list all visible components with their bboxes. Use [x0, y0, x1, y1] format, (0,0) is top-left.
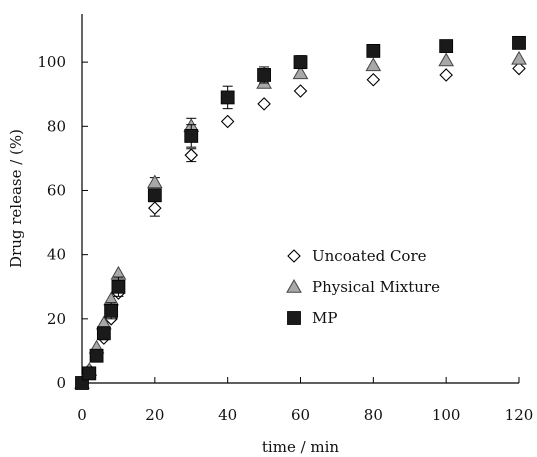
x-tick-label: 100 — [432, 406, 461, 424]
legend-item-physical-mixture: Physical Mixture — [286, 278, 440, 296]
y-tick-label: 0 — [56, 374, 66, 392]
data-point-physical-mixture — [438, 52, 455, 67]
data-point-uncoated-core — [439, 68, 453, 82]
legend-marker-uncoated-core — [287, 249, 301, 263]
series-physical-mixture — [74, 50, 527, 389]
legend-marker-physical-mixture — [286, 278, 302, 293]
data-point-uncoated-core — [184, 148, 199, 162]
legend-item-mp: MP — [287, 309, 337, 327]
series-mp — [75, 35, 526, 390]
data-point-mp — [512, 35, 526, 50]
legend-label-physical-mixture: Physical Mixture — [312, 278, 440, 296]
x-tick-label: 80 — [364, 406, 383, 424]
data-point-physical-mixture — [511, 50, 527, 65]
x-tick-label: 40 — [218, 406, 237, 424]
x-tick-label: 20 — [145, 406, 164, 424]
y-tick-label: 20 — [47, 310, 66, 328]
x-tick-label: 120 — [505, 406, 534, 424]
series-uncoated-core — [75, 61, 526, 390]
x-tick-label: 60 — [291, 406, 310, 424]
data-point-mp — [257, 68, 271, 82]
legend-item-uncoated-core: Uncoated Core — [287, 247, 427, 265]
data-point-mp — [220, 90, 235, 105]
legend: Uncoated Core Physical Mixture MP — [286, 247, 440, 327]
legend-marker-mp — [287, 311, 301, 325]
plot-area — [74, 35, 527, 390]
data-point-physical-mixture — [365, 57, 382, 72]
y-tick-label: 60 — [47, 181, 66, 199]
legend-label-mp: MP — [312, 309, 337, 327]
data-point-uncoated-core — [148, 201, 162, 215]
data-point-uncoated-core — [257, 97, 271, 111]
data-point-physical-mixture — [146, 174, 163, 189]
data-point-uncoated-core — [366, 73, 381, 87]
x-tick-label: 0 — [77, 406, 87, 424]
y-tick-label: 40 — [47, 246, 66, 264]
x-axis-title: time / min — [262, 438, 340, 456]
data-point-mp — [82, 366, 97, 381]
data-point-mp — [184, 129, 199, 143]
data-point-uncoated-core — [512, 61, 526, 76]
legend-label-uncoated-core: Uncoated Core — [312, 247, 427, 265]
y-tick-label: 80 — [47, 117, 66, 135]
data-point-mp — [96, 326, 111, 341]
data-point-mp — [111, 279, 126, 294]
data-point-mp — [147, 188, 162, 203]
data-point-mp — [104, 303, 119, 318]
data-point-mp — [89, 348, 104, 363]
y-axis-title: Drug release / (%) — [7, 129, 25, 268]
y-tick-label: 100 — [37, 53, 66, 71]
data-point-mp — [293, 55, 308, 70]
data-point-mp — [439, 39, 454, 53]
ticks: 0 20 40 60 80 100 120 0 20 40 60 80 100 — [37, 53, 533, 424]
data-point-physical-mixture — [292, 65, 309, 80]
data-point-uncoated-core — [220, 114, 235, 129]
data-point-mp — [366, 44, 381, 58]
data-point-uncoated-core — [293, 84, 308, 98]
